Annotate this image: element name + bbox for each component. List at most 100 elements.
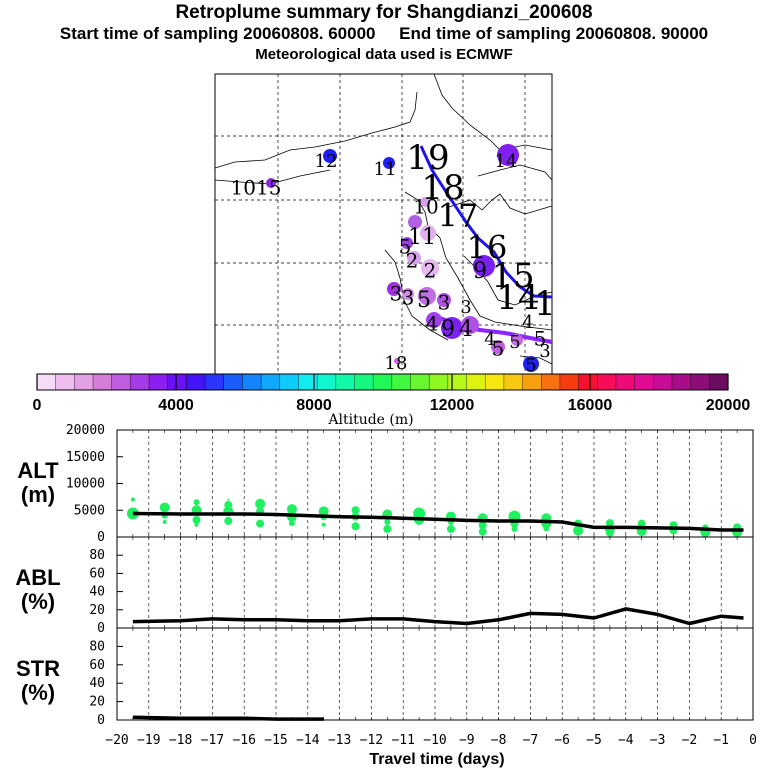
map-day-label: 16 [467,229,508,267]
plume-altitude-point [446,524,455,533]
colorbar-segment [130,374,150,390]
plume-dot [426,312,442,328]
plume-dot [437,293,451,307]
y-tick-label: 5000 [74,503,105,518]
map-day-label: 1015 [231,176,282,200]
plume-dot [473,255,495,277]
colorbar-segment [167,374,187,390]
colorbar-segment [447,374,468,390]
map-day-label: 5 [525,355,536,376]
plume-dot [441,317,463,339]
colorbar-tick-label: 16000 [568,397,613,414]
plume-dots [266,144,539,372]
plume-altitude-point [478,521,487,530]
plume-altitude-point [478,527,487,536]
plume-dot [407,251,421,265]
colorbar-segment [503,374,524,390]
plume-dot [383,157,395,169]
map-day-label: 18 [421,168,464,208]
colorbar-segment [55,374,75,390]
colorbar-segment [186,374,206,390]
colorbar-segment [597,374,617,390]
x-tick-label: −11 [391,733,414,748]
met-data-note: Meteorological data used is ECMWF [255,46,513,63]
plume-dot [418,287,436,305]
colorbar-segment [149,374,169,390]
plume-dot [421,259,439,277]
x-tick-label: −18 [169,733,192,748]
plume-dot [408,215,422,229]
plume-dot [323,149,337,163]
colorbar-segment [410,374,430,390]
colorbar-segment [223,374,243,390]
plume-altitude-point [383,524,392,533]
y-tick-label: 10000 [66,477,105,492]
plume-altitude-point [288,520,295,527]
map-day-label: 19 [406,138,449,178]
plume-dot [497,144,519,166]
x-tick-label: −5 [586,733,602,748]
plume-altitude-point [130,497,135,502]
x-tick-label: −12 [360,733,383,748]
plume-altitude-point [351,506,360,515]
x-tick-label: −2 [682,733,698,748]
x-tick-label: −7 [523,733,539,748]
colorbar-segment [373,374,393,390]
x-tick-label: −1 [713,733,729,748]
colorbar-segment [111,374,131,390]
map-day-label: 4 [426,312,439,336]
map-day-label: 5 [534,327,547,351]
colorbar-segment [429,374,449,390]
y-tick-label: 0 [97,530,105,545]
plume-altitude-point [543,525,550,532]
panel-label: ALT [17,458,59,483]
colorbar-tick-label: 8000 [296,397,332,414]
plume-dot [523,356,539,372]
x-tick-label: −10 [423,733,446,748]
panel-unit: (%) [21,680,55,705]
colorbar-tick-label: 4000 [158,397,194,414]
y-tick-label: 20000 [66,423,105,438]
trajectory-blue [419,145,553,299]
panel-unit: (m) [21,482,55,507]
map-day-label: 4 [522,312,533,333]
plume-altitude-point [384,519,391,526]
y-tick-label: 80 [89,548,105,563]
plume-dot [266,178,276,188]
map-day-label: 10 [413,195,438,219]
plume-altitude-point [637,519,646,528]
map-day-label: 5 [417,288,431,313]
start-time: Start time of sampling 20060808. 60000 [59,24,376,43]
plume-dot [387,282,401,296]
x-tick-label: −13 [328,733,351,748]
colorbar-segment [690,374,710,390]
colorbar-segment [466,374,486,390]
x-tick-label: −19 [137,733,160,748]
x-tick-label: 0 [749,733,757,748]
plume-dot [402,288,414,300]
colorbar-segment [634,374,654,390]
altitude-colorbar: 0 4000 8000 12000 16000 20000 Altitude (m) [33,373,750,428]
colorbar-segment [37,374,57,390]
plume-altitude-point [256,519,265,528]
map-day-label: 3 [539,341,550,362]
y-tick-label: 60 [89,566,105,581]
end-time: End time of sampling 20060808. 90000 [399,24,709,43]
plume-dot [420,225,436,241]
plume-altitude-point [159,502,170,513]
x-tick-label: −14 [296,733,320,748]
x-tick-label: −15 [264,733,287,748]
map-day-label: 14 [495,151,518,172]
x-tick-label: −16 [232,733,255,748]
panel-str: 0 20 40 60 80 STR(%) [16,627,754,728]
colorbar-segment [317,374,337,390]
y-tick-label: 20 [89,603,105,618]
plume-altitude-point [192,515,201,524]
y-tick-label: 15000 [66,450,105,465]
panel-unit: (%) [21,589,55,614]
map-day-label: 12 [315,151,338,172]
colorbar-segment [709,374,729,390]
